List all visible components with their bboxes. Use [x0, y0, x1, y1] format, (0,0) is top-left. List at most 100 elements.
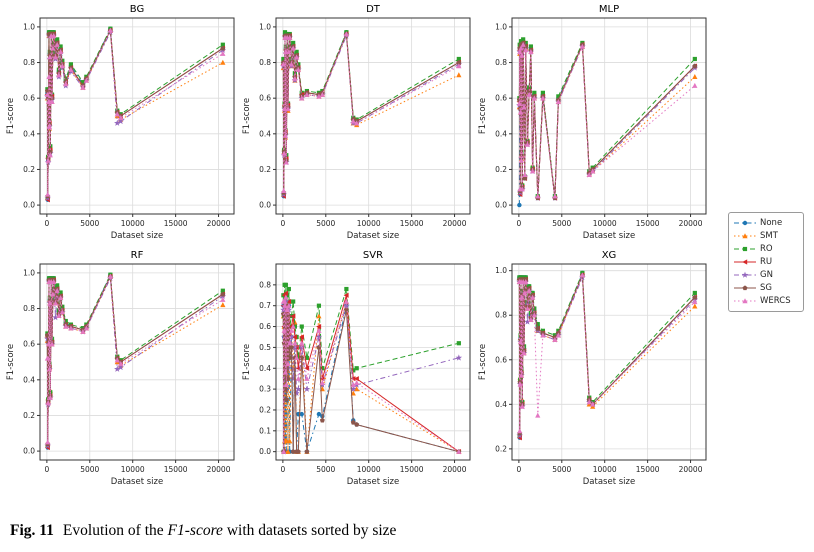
data-point-marker: [59, 63, 65, 69]
data-point-marker: [55, 37, 60, 42]
legend-label: WERCS: [760, 295, 791, 306]
svg-text:0.8: 0.8: [495, 58, 507, 67]
data-point-marker: [288, 61, 295, 67]
data-point-marker: [68, 62, 74, 67]
svg-text:Dataset size: Dataset size: [111, 477, 163, 487]
legend-label: RU: [760, 256, 773, 267]
data-point-marker: [56, 72, 62, 78]
data-point-marker: [282, 302, 288, 308]
data-point-marker: [114, 119, 121, 126]
data-point-marker: [118, 360, 124, 366]
data-point-marker: [319, 417, 325, 423]
svg-text:Dataset size: Dataset size: [583, 231, 635, 241]
data-point-marker: [528, 49, 534, 55]
data-point-marker: [304, 375, 310, 381]
svg-text:0.7: 0.7: [259, 301, 271, 310]
svg-text:Dataset size: Dataset size: [583, 477, 635, 487]
svg-text:20000: 20000: [443, 219, 467, 228]
data-point-marker: [294, 355, 300, 361]
svg-text:1.0: 1.0: [495, 266, 507, 275]
data-point-marker: [54, 41, 60, 47]
data-point-marker: [350, 118, 356, 124]
svg-text:0.6: 0.6: [259, 322, 271, 331]
data-point-marker: [282, 132, 289, 138]
svg-text:F1-score: F1-score: [478, 344, 488, 380]
data-point-marker: [286, 302, 292, 308]
data-point-marker: [523, 47, 529, 53]
svg-text:5000: 5000: [316, 219, 335, 228]
data-point-marker: [455, 354, 463, 361]
data-point-marker: [118, 114, 124, 120]
data-point-marker: [742, 284, 748, 290]
data-point-marker: [282, 30, 288, 35]
data-point-marker: [521, 350, 527, 356]
svg-text:0: 0: [516, 465, 521, 474]
svg-text:0.6: 0.6: [495, 355, 507, 364]
series-line-sg: [46, 28, 224, 197]
data-point-marker: [692, 63, 698, 69]
series-line-gn: [46, 30, 224, 199]
data-point-marker: [299, 411, 304, 417]
svg-text:0.8: 0.8: [23, 304, 35, 313]
data-point-marker: [68, 66, 74, 72]
data-point-marker: [579, 272, 585, 278]
svg-text:F1-score: F1-score: [6, 344, 16, 380]
svg-text:0.6: 0.6: [259, 94, 271, 103]
svg-text:0.6: 0.6: [495, 94, 507, 103]
svg-text:Dataset size: Dataset size: [347, 477, 399, 487]
series-line-ru: [46, 28, 224, 200]
data-point-marker: [295, 385, 302, 392]
data-point-marker: [52, 54, 59, 60]
subplot-title: SVR: [363, 250, 383, 261]
svg-text:0.4: 0.4: [23, 129, 35, 138]
data-point-marker: [68, 325, 74, 331]
data-point-marker: [285, 106, 291, 112]
legend-item-ru: RU: [733, 255, 798, 268]
data-point-marker: [535, 193, 541, 199]
legend-item-ro: RO: [733, 242, 798, 255]
data-point-marker: [530, 168, 536, 174]
data-point-marker: [63, 323, 69, 329]
data-point-marker: [292, 334, 298, 340]
data-point-marker: [350, 382, 356, 388]
subplot-title: BG: [130, 4, 144, 15]
data-point-marker: [281, 448, 287, 454]
svg-text:1.0: 1.0: [259, 22, 271, 31]
data-point-marker: [295, 449, 301, 454]
data-point-marker: [296, 355, 301, 360]
data-point-marker: [80, 328, 86, 334]
data-point-marker: [303, 385, 311, 392]
chart-dt: 0.0 0.2 0.4 0.6 0.8 1.0 0 5000 10000 15000 20000 Da…: [242, 4, 471, 241]
data-point-marker: [523, 279, 529, 285]
legend-item-smt: SMT: [733, 229, 798, 242]
svg-text:0.2: 0.2: [259, 165, 271, 174]
data-point-marker: [291, 299, 296, 304]
series-line-wercs: [282, 33, 460, 191]
series-line-gn: [46, 276, 224, 446]
subplot-title: XG: [602, 250, 617, 261]
svg-text:20000: 20000: [679, 219, 703, 228]
data-point-marker: [526, 88, 532, 94]
data-point-marker: [299, 324, 304, 329]
data-point-marker: [521, 104, 527, 110]
plot-border: [511, 17, 707, 215]
data-point-marker: [117, 363, 124, 371]
svg-text:1.0: 1.0: [23, 268, 35, 277]
data-point-marker: [283, 159, 289, 165]
caption-text: Evolution of the F1-score with datasets …: [62, 522, 397, 539]
data-point-marker: [280, 61, 286, 67]
svg-text:0.2: 0.2: [23, 165, 35, 174]
data-point-marker: [281, 327, 287, 333]
data-point-marker: [304, 449, 310, 454]
data-point-marker: [285, 361, 291, 367]
data-point-marker: [290, 45, 296, 51]
data-point-marker: [528, 44, 533, 49]
legend-marker-none: [734, 220, 756, 225]
data-point-marker: [354, 421, 360, 427]
data-point-marker: [519, 403, 525, 409]
plot-border: [39, 263, 235, 461]
legend-item-wercs: WERCS: [733, 294, 798, 307]
data-point-marker: [304, 355, 310, 360]
chart-bg: 0.0 0.2 0.4 0.6 0.8 1.0 0 5000 10000 15000 20000 Da…: [6, 4, 235, 241]
data-point-marker: [287, 438, 293, 444]
